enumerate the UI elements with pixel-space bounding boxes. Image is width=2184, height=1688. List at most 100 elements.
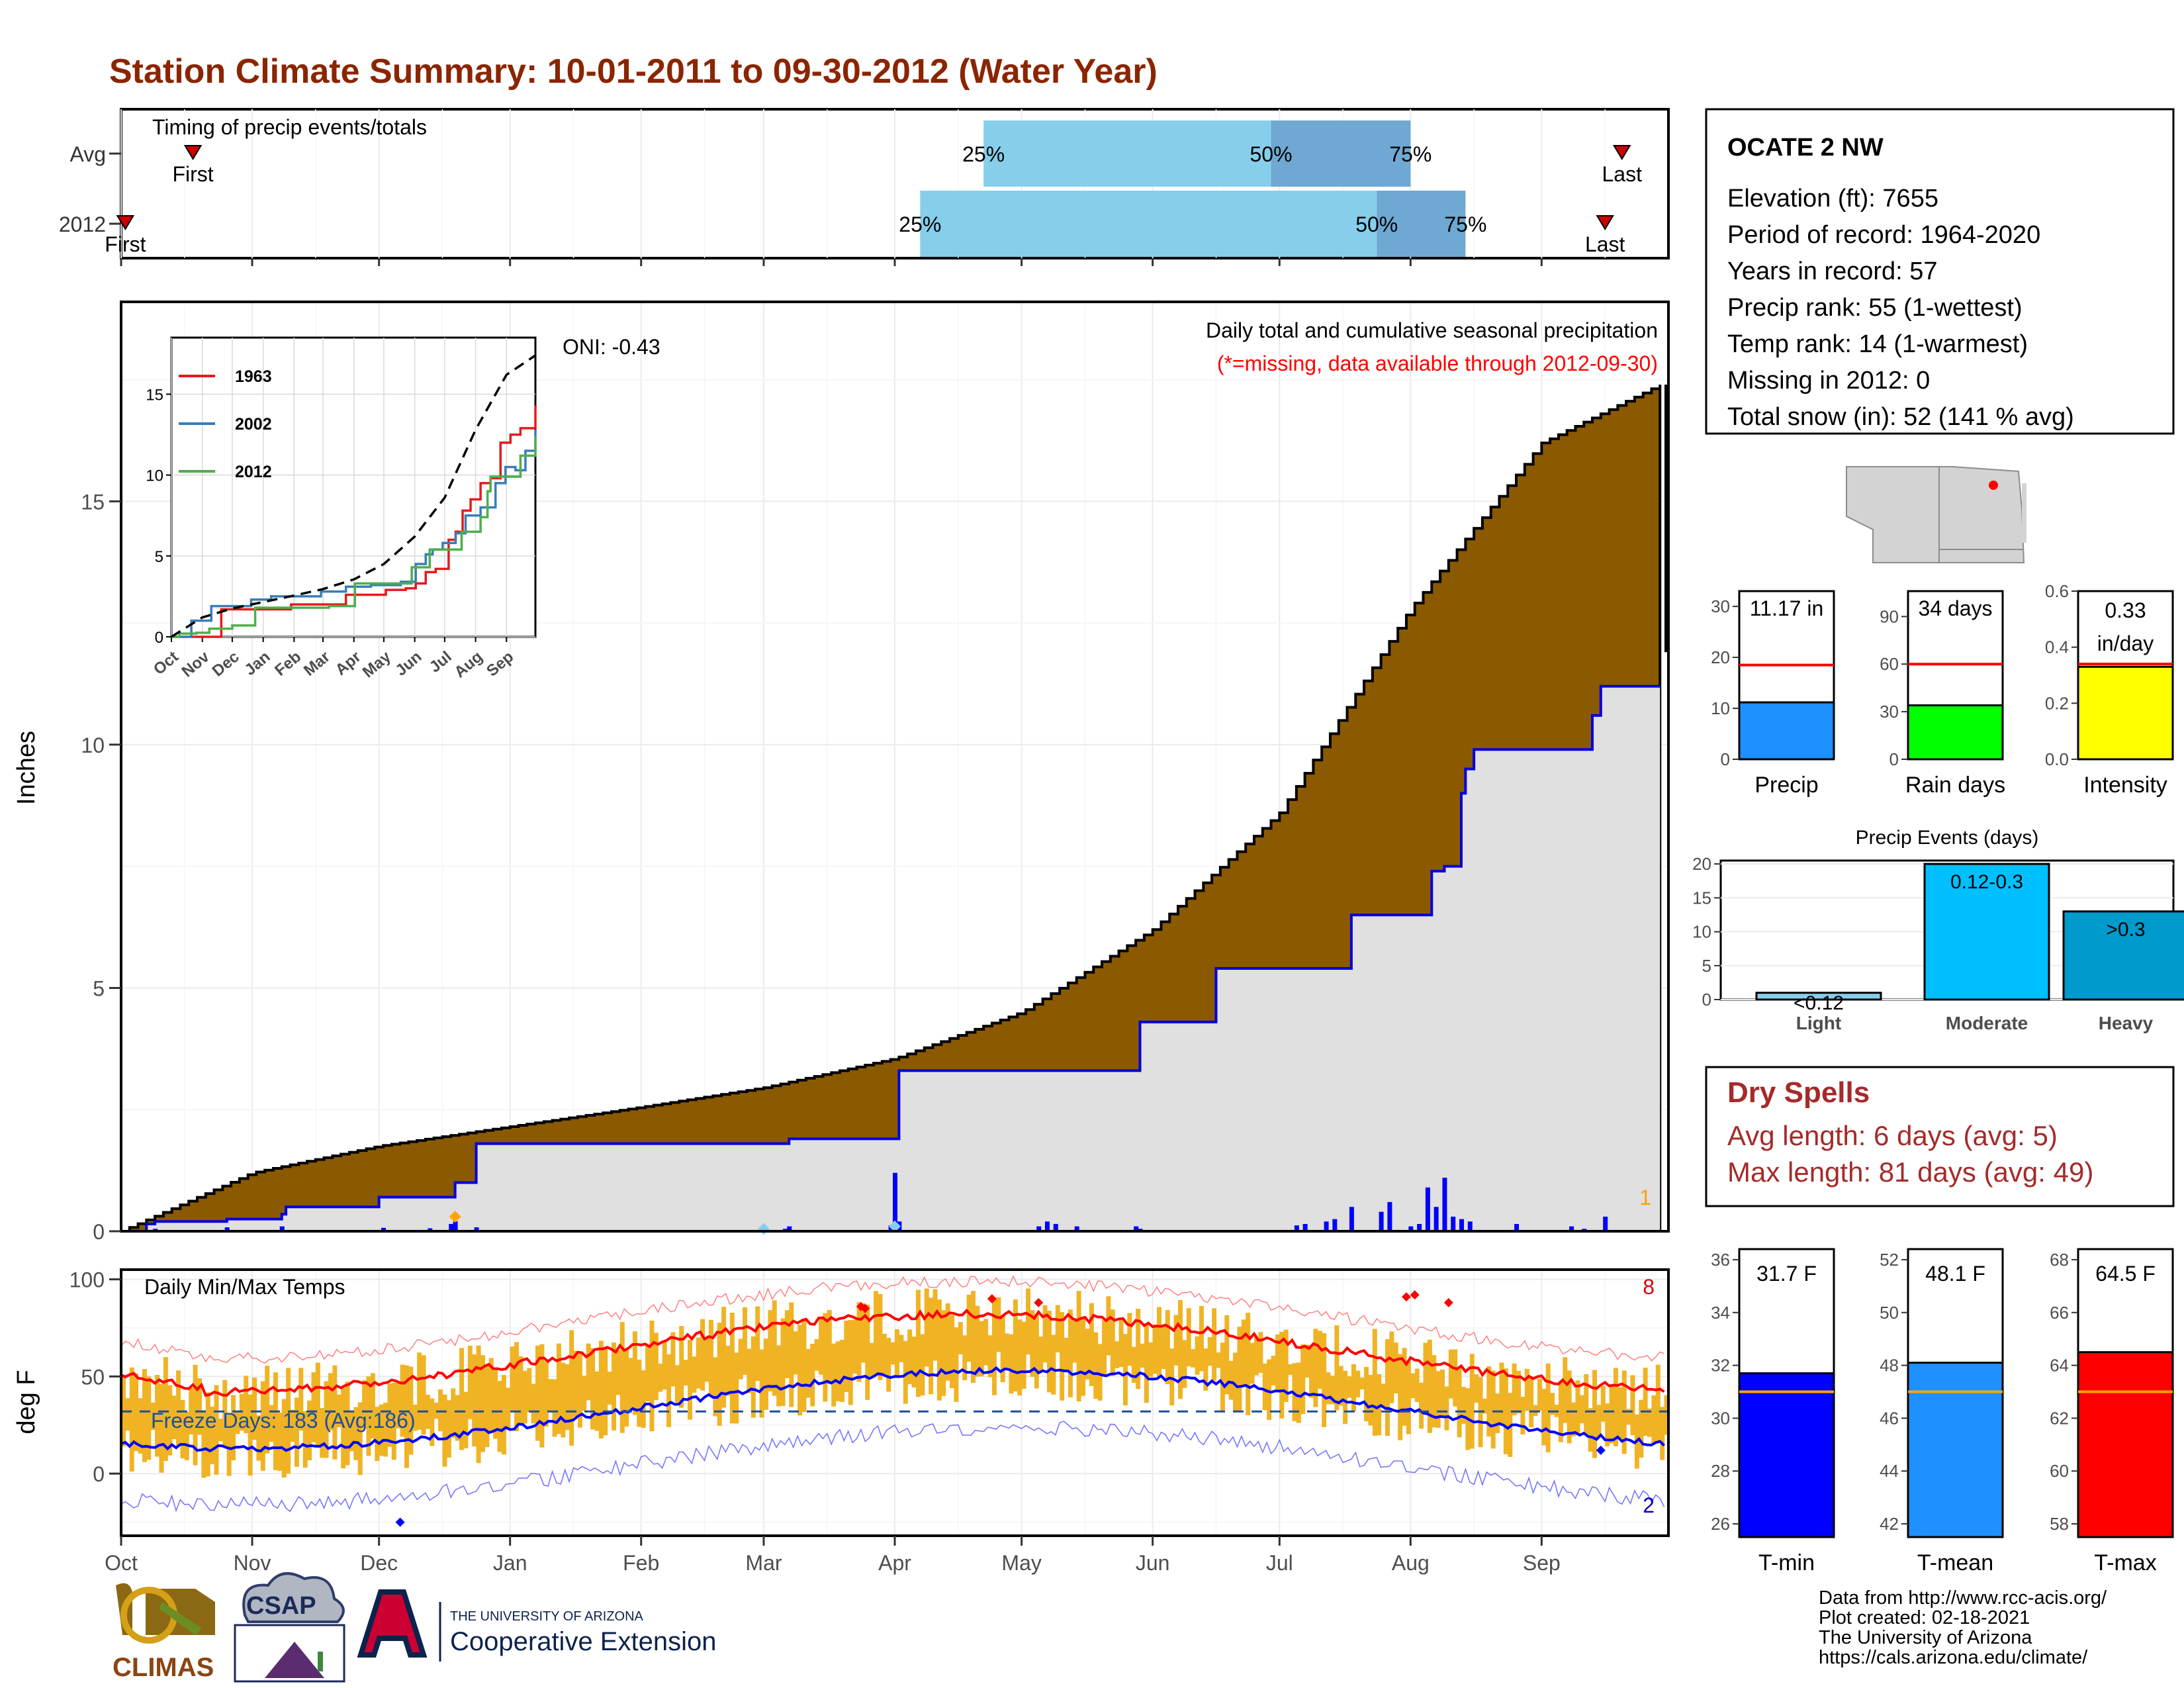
daily-temp-bar [543, 1361, 549, 1427]
daily-temp-bar [349, 1412, 354, 1452]
daily-temp-bar [134, 1373, 139, 1452]
daily-temp-bar [1490, 1370, 1496, 1449]
daily-temp-bar [1173, 1315, 1179, 1366]
daily-temp-bar [692, 1356, 697, 1393]
csap-logo: CSAP [234, 1572, 345, 1683]
csap-cactus-icon [318, 1652, 323, 1671]
daily-temp-bar [370, 1373, 375, 1439]
daily-temp-bar [472, 1354, 477, 1447]
daily-temp-bar [277, 1413, 283, 1471]
daily-temp-bar [1220, 1342, 1225, 1412]
daily-precip-bar [1417, 1223, 1422, 1231]
mini-bar-label: Precip [1754, 773, 1818, 798]
daily-temp-bar [497, 1381, 502, 1452]
daily-temp-bar [286, 1368, 291, 1474]
daily-temp-bar [945, 1303, 950, 1381]
daily-temp-bar [590, 1348, 596, 1430]
daily-temp-bar [1643, 1368, 1648, 1436]
temp-ytick-label: 50 [81, 1365, 105, 1389]
daily-temp-bar [899, 1335, 904, 1362]
station-info-line: Elevation (ft): 7655 [1727, 185, 1938, 212]
events-bar [1755, 992, 1882, 1001]
dry-spells-panel: Dry Spells Avg length: 6 days (avg: 5) M… [1705, 1066, 2175, 1207]
daily-temp-bar [379, 1404, 384, 1456]
daily-temp-bar [256, 1415, 261, 1461]
daily-precip-bar [453, 1221, 458, 1231]
daily-temp-bar [1440, 1369, 1445, 1418]
daily-precip-bar [279, 1226, 285, 1231]
daily-temp-bar [975, 1305, 980, 1377]
month-label: Dec [360, 1551, 398, 1575]
daily-temp-bar [869, 1342, 874, 1376]
daily-temp-bar [1398, 1354, 1403, 1440]
daily-temp-bar [176, 1370, 181, 1446]
daily-temp-bar [970, 1291, 976, 1383]
first-marker-icon [183, 145, 203, 160]
daily-temp-bar [1013, 1299, 1018, 1391]
daily-temp-bar [1026, 1288, 1031, 1355]
mini-ytick-label: 20 [1711, 647, 1730, 667]
mini-bar-value: 0.33 [2105, 598, 2146, 622]
daily-temp-bar [408, 1366, 414, 1455]
daily-temp-bar [1444, 1386, 1449, 1430]
daily-temp-bar [1186, 1308, 1191, 1366]
daily-temp-bar [717, 1323, 722, 1426]
record-low-line [120, 1421, 1665, 1513]
month-label: Apr [878, 1551, 911, 1575]
daily-temp-bar [197, 1378, 202, 1435]
temp-bar [2077, 1351, 2174, 1538]
daily-temp-bar [670, 1332, 676, 1387]
daily-temp-bar [345, 1382, 350, 1466]
daily-temp-bar [446, 1400, 451, 1458]
inset-ytick-label: 5 [155, 548, 163, 566]
mini-ytick-label: 0.6 [2045, 581, 2069, 601]
mini-bar [1738, 701, 1835, 761]
daily-temp-bar [171, 1395, 177, 1439]
daily-temp-bar [996, 1297, 1001, 1352]
mini-ytick-label: 0.2 [2045, 693, 2069, 713]
daily-temp-bar [1617, 1387, 1623, 1439]
station-info-frame [1705, 108, 2175, 435]
daily-temp-bar [696, 1337, 701, 1389]
daily-temp-bar [315, 1362, 320, 1447]
daily-temp-bar [518, 1356, 523, 1425]
station-info-line: Missing in 2012: 0 [1727, 367, 1930, 395]
daily-temp-bar [729, 1313, 735, 1424]
daily-temp-bar [1423, 1342, 1428, 1411]
temp-ylabel: deg F [13, 1370, 40, 1434]
daily-temp-bar [125, 1398, 130, 1431]
daily-precip-bar [1053, 1223, 1058, 1231]
daily-temp-bar [1140, 1343, 1145, 1368]
summary-bars: 0 10 20 30 11.17 in Precip 0 30 60 90 34 days Rain … [1711, 581, 2174, 798]
daily-precip-bar [1433, 1207, 1439, 1231]
station-name: OCATE 2 NW [1727, 134, 1884, 162]
daily-precip-bar [1603, 1216, 1608, 1231]
daily-temp-bar [797, 1325, 803, 1416]
daily-temp-bar [556, 1343, 561, 1434]
daily-temp-bar [1046, 1311, 1052, 1393]
daily-temp-bar [1246, 1313, 1251, 1415]
daily-temp-bar [569, 1330, 574, 1446]
ua-big-text: Cooperative Extension [450, 1627, 716, 1656]
daily-temp-bar [146, 1376, 152, 1460]
daily-temp-bar [1106, 1296, 1111, 1356]
daily-temp-bar [763, 1338, 768, 1410]
p50-label: 50% [1250, 142, 1293, 166]
month-label: Aug [1392, 1551, 1430, 1575]
temp-ytick-label: 66 [2050, 1303, 2069, 1323]
timing-panel: Avg 25% 50% 75% First Last 2012 25% 50% 75% First L… [59, 108, 1670, 266]
daily-temp-bar [895, 1329, 899, 1378]
station-info-line: Total snow (in): 52 (141 % avg) [1727, 403, 2074, 431]
p50-label: 50% [1355, 212, 1398, 236]
temperature-panel: 0 50 100 Oct Nov Dec Jan Feb Mar Apr May Jun Jul Aug… [13, 1268, 1670, 1575]
daily-temp-bar [844, 1320, 849, 1392]
daily-precip-bar [1294, 1225, 1299, 1231]
daily-precip-bar [1425, 1187, 1430, 1231]
daily-temp-bar [1275, 1334, 1280, 1391]
daily-temp-bar [1584, 1374, 1589, 1434]
daily-temp-bar [1304, 1344, 1310, 1378]
daily-temp-bar [1474, 1374, 1479, 1403]
precip-ytick-label: 15 [81, 490, 105, 514]
daily-temp-bar [412, 1404, 418, 1431]
